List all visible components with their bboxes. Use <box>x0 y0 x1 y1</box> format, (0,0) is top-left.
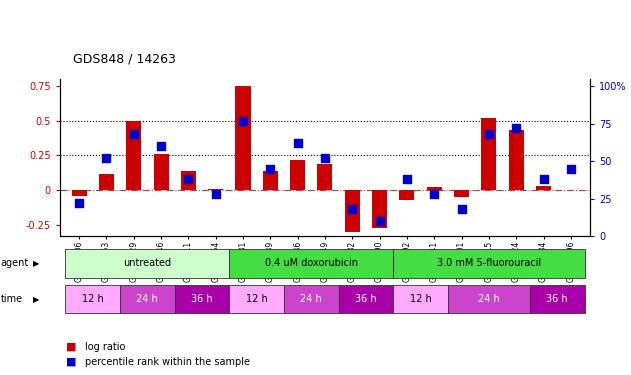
Bar <box>393 249 584 278</box>
Point <box>320 155 330 161</box>
Bar <box>235 86 251 190</box>
Point <box>375 218 385 224</box>
Point <box>347 206 357 212</box>
Bar <box>66 285 120 314</box>
Bar <box>66 249 229 278</box>
Point <box>184 176 194 182</box>
Bar <box>120 285 175 314</box>
Text: 36 h: 36 h <box>355 294 377 304</box>
Text: untreated: untreated <box>123 258 172 268</box>
Point <box>484 131 494 137</box>
Bar <box>530 285 584 314</box>
Bar <box>481 118 497 190</box>
Point <box>293 140 303 146</box>
Point <box>238 118 248 124</box>
Point <box>538 176 548 182</box>
Text: time: time <box>1 294 23 304</box>
Bar <box>317 164 333 190</box>
Bar <box>175 285 229 314</box>
Text: agent: agent <box>1 258 29 268</box>
Text: percentile rank within the sample: percentile rank within the sample <box>85 357 250 367</box>
Bar <box>393 285 448 314</box>
Bar <box>448 285 530 314</box>
Point <box>566 166 576 172</box>
Bar <box>262 171 278 190</box>
Bar <box>399 190 415 200</box>
Point <box>211 191 221 197</box>
Bar <box>339 285 393 314</box>
Text: 24 h: 24 h <box>136 294 158 304</box>
Point <box>402 176 412 182</box>
Bar <box>372 190 387 228</box>
Point <box>265 166 275 172</box>
Text: ▶: ▶ <box>33 295 39 304</box>
Bar <box>229 249 393 278</box>
Bar <box>290 160 305 190</box>
Text: 24 h: 24 h <box>300 294 322 304</box>
Text: ■: ■ <box>66 357 77 367</box>
Text: 0.4 uM doxorubicin: 0.4 uM doxorubicin <box>265 258 358 268</box>
Text: 12 h: 12 h <box>410 294 432 304</box>
Bar <box>536 186 551 190</box>
Text: 36 h: 36 h <box>546 294 568 304</box>
Text: ▶: ▶ <box>33 259 39 268</box>
Point <box>511 125 521 131</box>
Point <box>156 143 166 149</box>
Text: ■: ■ <box>66 342 77 352</box>
Bar <box>208 189 223 190</box>
Text: 24 h: 24 h <box>478 294 500 304</box>
Text: 36 h: 36 h <box>191 294 213 304</box>
Text: log ratio: log ratio <box>85 342 126 352</box>
Text: 3.0 mM 5-fluorouracil: 3.0 mM 5-fluorouracil <box>437 258 541 268</box>
Bar <box>181 171 196 190</box>
Bar <box>509 130 524 190</box>
Point <box>456 206 466 212</box>
Point <box>102 155 112 161</box>
Bar <box>427 188 442 190</box>
Bar <box>71 190 86 196</box>
Bar <box>99 174 114 190</box>
Point <box>74 200 84 206</box>
Bar <box>126 121 141 190</box>
Point <box>429 191 439 197</box>
Bar <box>153 154 168 190</box>
Text: 12 h: 12 h <box>246 294 268 304</box>
Point <box>129 131 139 137</box>
Bar <box>284 285 339 314</box>
Bar <box>345 190 360 232</box>
Text: 12 h: 12 h <box>82 294 103 304</box>
Bar <box>454 190 469 197</box>
Bar <box>229 285 284 314</box>
Text: GDS848 / 14263: GDS848 / 14263 <box>73 53 175 66</box>
